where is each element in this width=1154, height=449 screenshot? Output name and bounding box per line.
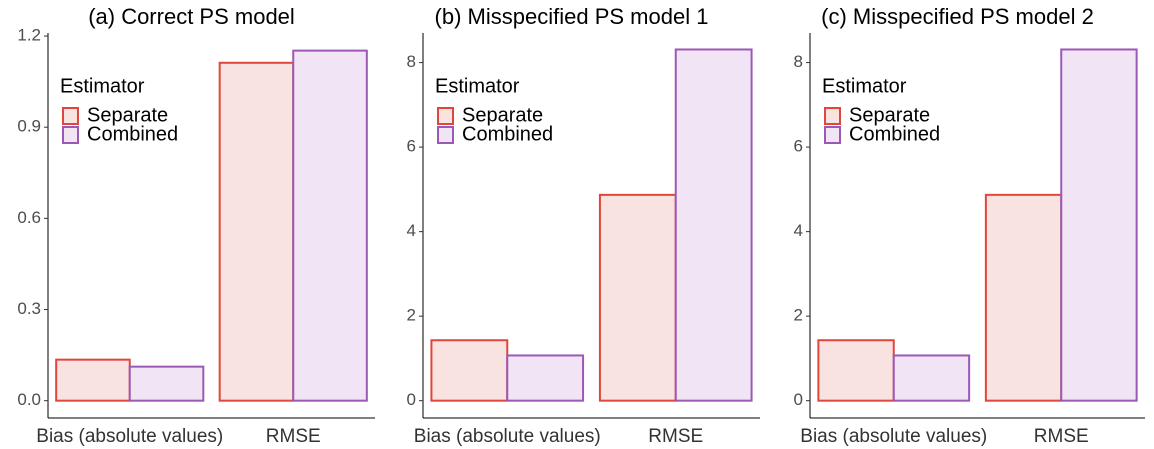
bar: [506, 354, 585, 402]
y-tick-label: 4: [794, 221, 803, 240]
legend-label: Combined: [849, 123, 940, 145]
legend-swatch: [824, 126, 841, 144]
x-tick-label: RMSE: [648, 426, 703, 447]
y-tick-label: 8: [407, 52, 416, 71]
y-tick-label: 4: [407, 221, 416, 240]
x-tick-label: RMSE: [266, 426, 321, 447]
bar: [674, 48, 753, 402]
y-tick-label: 0.6: [17, 208, 41, 227]
bar: [430, 339, 509, 402]
legend-swatch: [437, 126, 454, 144]
y-tick-label: 6: [794, 137, 803, 156]
bar: [984, 193, 1063, 402]
bar: [1060, 48, 1138, 402]
legend-title: Estimator: [822, 75, 907, 97]
chart-title: (b) Misspecified PS model 1: [435, 4, 709, 29]
legend-label: Separate: [87, 104, 168, 126]
bar: [218, 61, 295, 402]
y-tick-label: 0.0: [17, 390, 41, 409]
legend-title: Estimator: [60, 75, 145, 97]
bar: [817, 339, 895, 402]
x-tick-label: Bias (absolute values): [800, 426, 987, 447]
x-tick-label: Bias (absolute values): [36, 426, 223, 447]
legend-swatch: [437, 107, 454, 125]
legend-swatch: [824, 107, 841, 125]
chart-title: (a) Correct PS model: [88, 4, 295, 29]
y-tick-label: 6: [407, 137, 416, 156]
legend-label: Separate: [462, 104, 543, 126]
legend-label: Combined: [87, 123, 178, 145]
legend-title: Estimator: [435, 75, 520, 97]
x-tick-label: RMSE: [1034, 426, 1089, 447]
legend-label: Separate: [849, 104, 930, 126]
bar: [55, 358, 131, 402]
chart-title: (c) Misspecified PS model 2: [821, 4, 1094, 29]
y-tick-label: 0.3: [17, 299, 41, 318]
legend-swatch: [62, 126, 79, 144]
bar: [598, 193, 677, 402]
y-tick-label: 1.2: [17, 26, 41, 45]
legend-swatch: [62, 107, 79, 125]
y-tick-label: 2: [794, 306, 803, 325]
y-tick-label: 0: [794, 390, 803, 409]
bar: [892, 354, 971, 402]
bar: [292, 49, 368, 402]
y-tick-label: 8: [794, 52, 803, 71]
bar: [128, 365, 205, 402]
y-tick-label: 0: [407, 390, 416, 409]
y-tick-label: 0.9: [17, 117, 41, 136]
x-tick-label: Bias (absolute values): [414, 426, 601, 447]
legend-label: Combined: [462, 123, 553, 145]
y-tick-label: 2: [407, 306, 416, 325]
